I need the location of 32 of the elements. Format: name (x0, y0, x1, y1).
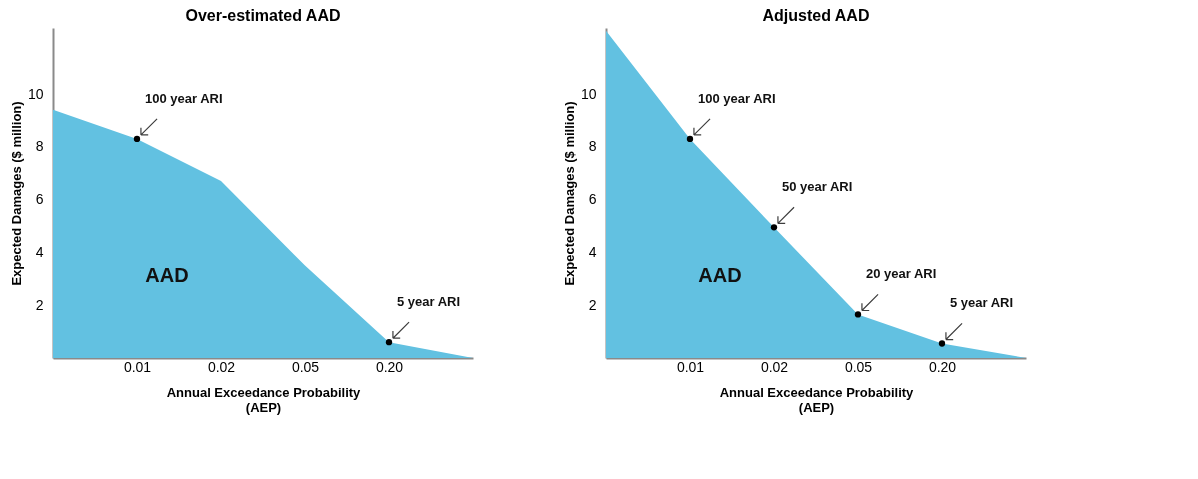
annotation: 5 year ARI (950, 295, 1014, 311)
x-tick-label: 0.05 (291, 358, 320, 375)
annotation: 100 year ARI (145, 90, 223, 106)
chart-title: Adjusted AAD (762, 7, 870, 24)
y-tick-label: 2 (35, 296, 44, 313)
y-axis-title: Expected Damages ($ million) (8, 101, 24, 286)
x-tick-label: 0.05 (844, 358, 873, 375)
y-tick-label: 4 (588, 243, 597, 260)
y-tick-label: 6 (35, 191, 44, 208)
annotation: 50 year ARI (782, 179, 853, 195)
x-tick-label: 0.01 (676, 358, 705, 375)
y-axis-title: Expected Damages ($ million) (561, 101, 577, 286)
x-tick-label: 0.01 (123, 358, 152, 375)
y-tick-label: 8 (35, 138, 44, 155)
x-tick-label: 0.20 (928, 358, 957, 375)
annotation: AAD (145, 263, 189, 286)
y-tick-label: 8 (588, 138, 597, 155)
y-tick-label: 10 (27, 85, 44, 102)
annotation: 5 year ARI (397, 294, 461, 310)
y-tick-label: 2 (588, 296, 597, 313)
y-tick-label: 6 (588, 191, 597, 208)
annotation: AAD (698, 263, 742, 286)
chart-title: Over-estimated AAD (185, 7, 341, 24)
annotation: 20 year ARI (866, 266, 937, 282)
x-axis-title: Annual Exceedance Probability (AEP) (719, 384, 915, 415)
x-tick-label: 0.02 (760, 358, 789, 375)
x-tick-label: 0.02 (207, 358, 236, 375)
x-axis-title: Annual Exceedance Probability (AEP) (166, 384, 362, 415)
y-tick-label: 10 (580, 85, 597, 102)
annotation: 100 year ARI (698, 90, 776, 106)
y-tick-label: 4 (35, 243, 44, 260)
x-tick-label: 0.20 (375, 358, 404, 375)
